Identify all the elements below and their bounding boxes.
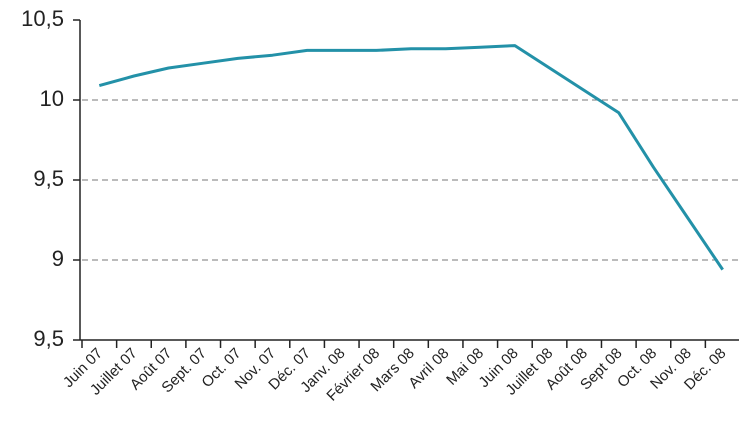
- y-tick-label: 10,5: [21, 6, 64, 31]
- y-tick-label: 9,5: [33, 326, 64, 351]
- line-series: [98, 44, 724, 271]
- y-tick-label: 10: [40, 86, 64, 111]
- y-tick-label: 9,5: [33, 166, 64, 191]
- y-tick-label: 9: [52, 246, 64, 271]
